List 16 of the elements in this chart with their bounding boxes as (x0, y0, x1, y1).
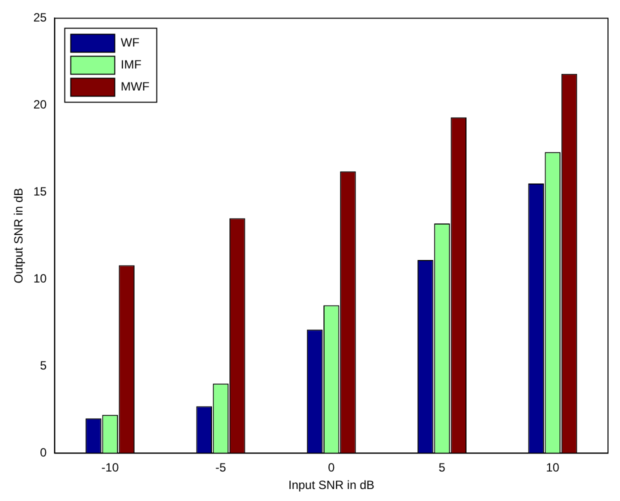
x-tick-label: -5 (215, 460, 226, 475)
y-tick-label: 5 (40, 358, 48, 373)
y-tick-label: 0 (40, 446, 48, 460)
x-tick-label: 0 (328, 460, 336, 475)
legend-label: IMF (120, 58, 142, 72)
y-tick-label: 25 (33, 10, 48, 25)
y-axis-title: Output SNR in dB (12, 188, 26, 284)
legend-label: WF (120, 36, 140, 50)
x-tick-label: 5 (438, 460, 446, 475)
y-tick-label: 10 (33, 272, 48, 286)
y-tick-label: 15 (33, 184, 48, 199)
x-tick-label: -10 (101, 460, 120, 475)
x-axis-title: Input SNR in dB (288, 478, 374, 492)
x-tick-label: 10 (546, 460, 560, 475)
legend-label: MWF (120, 80, 150, 94)
y-tick-label: 20 (33, 98, 48, 112)
